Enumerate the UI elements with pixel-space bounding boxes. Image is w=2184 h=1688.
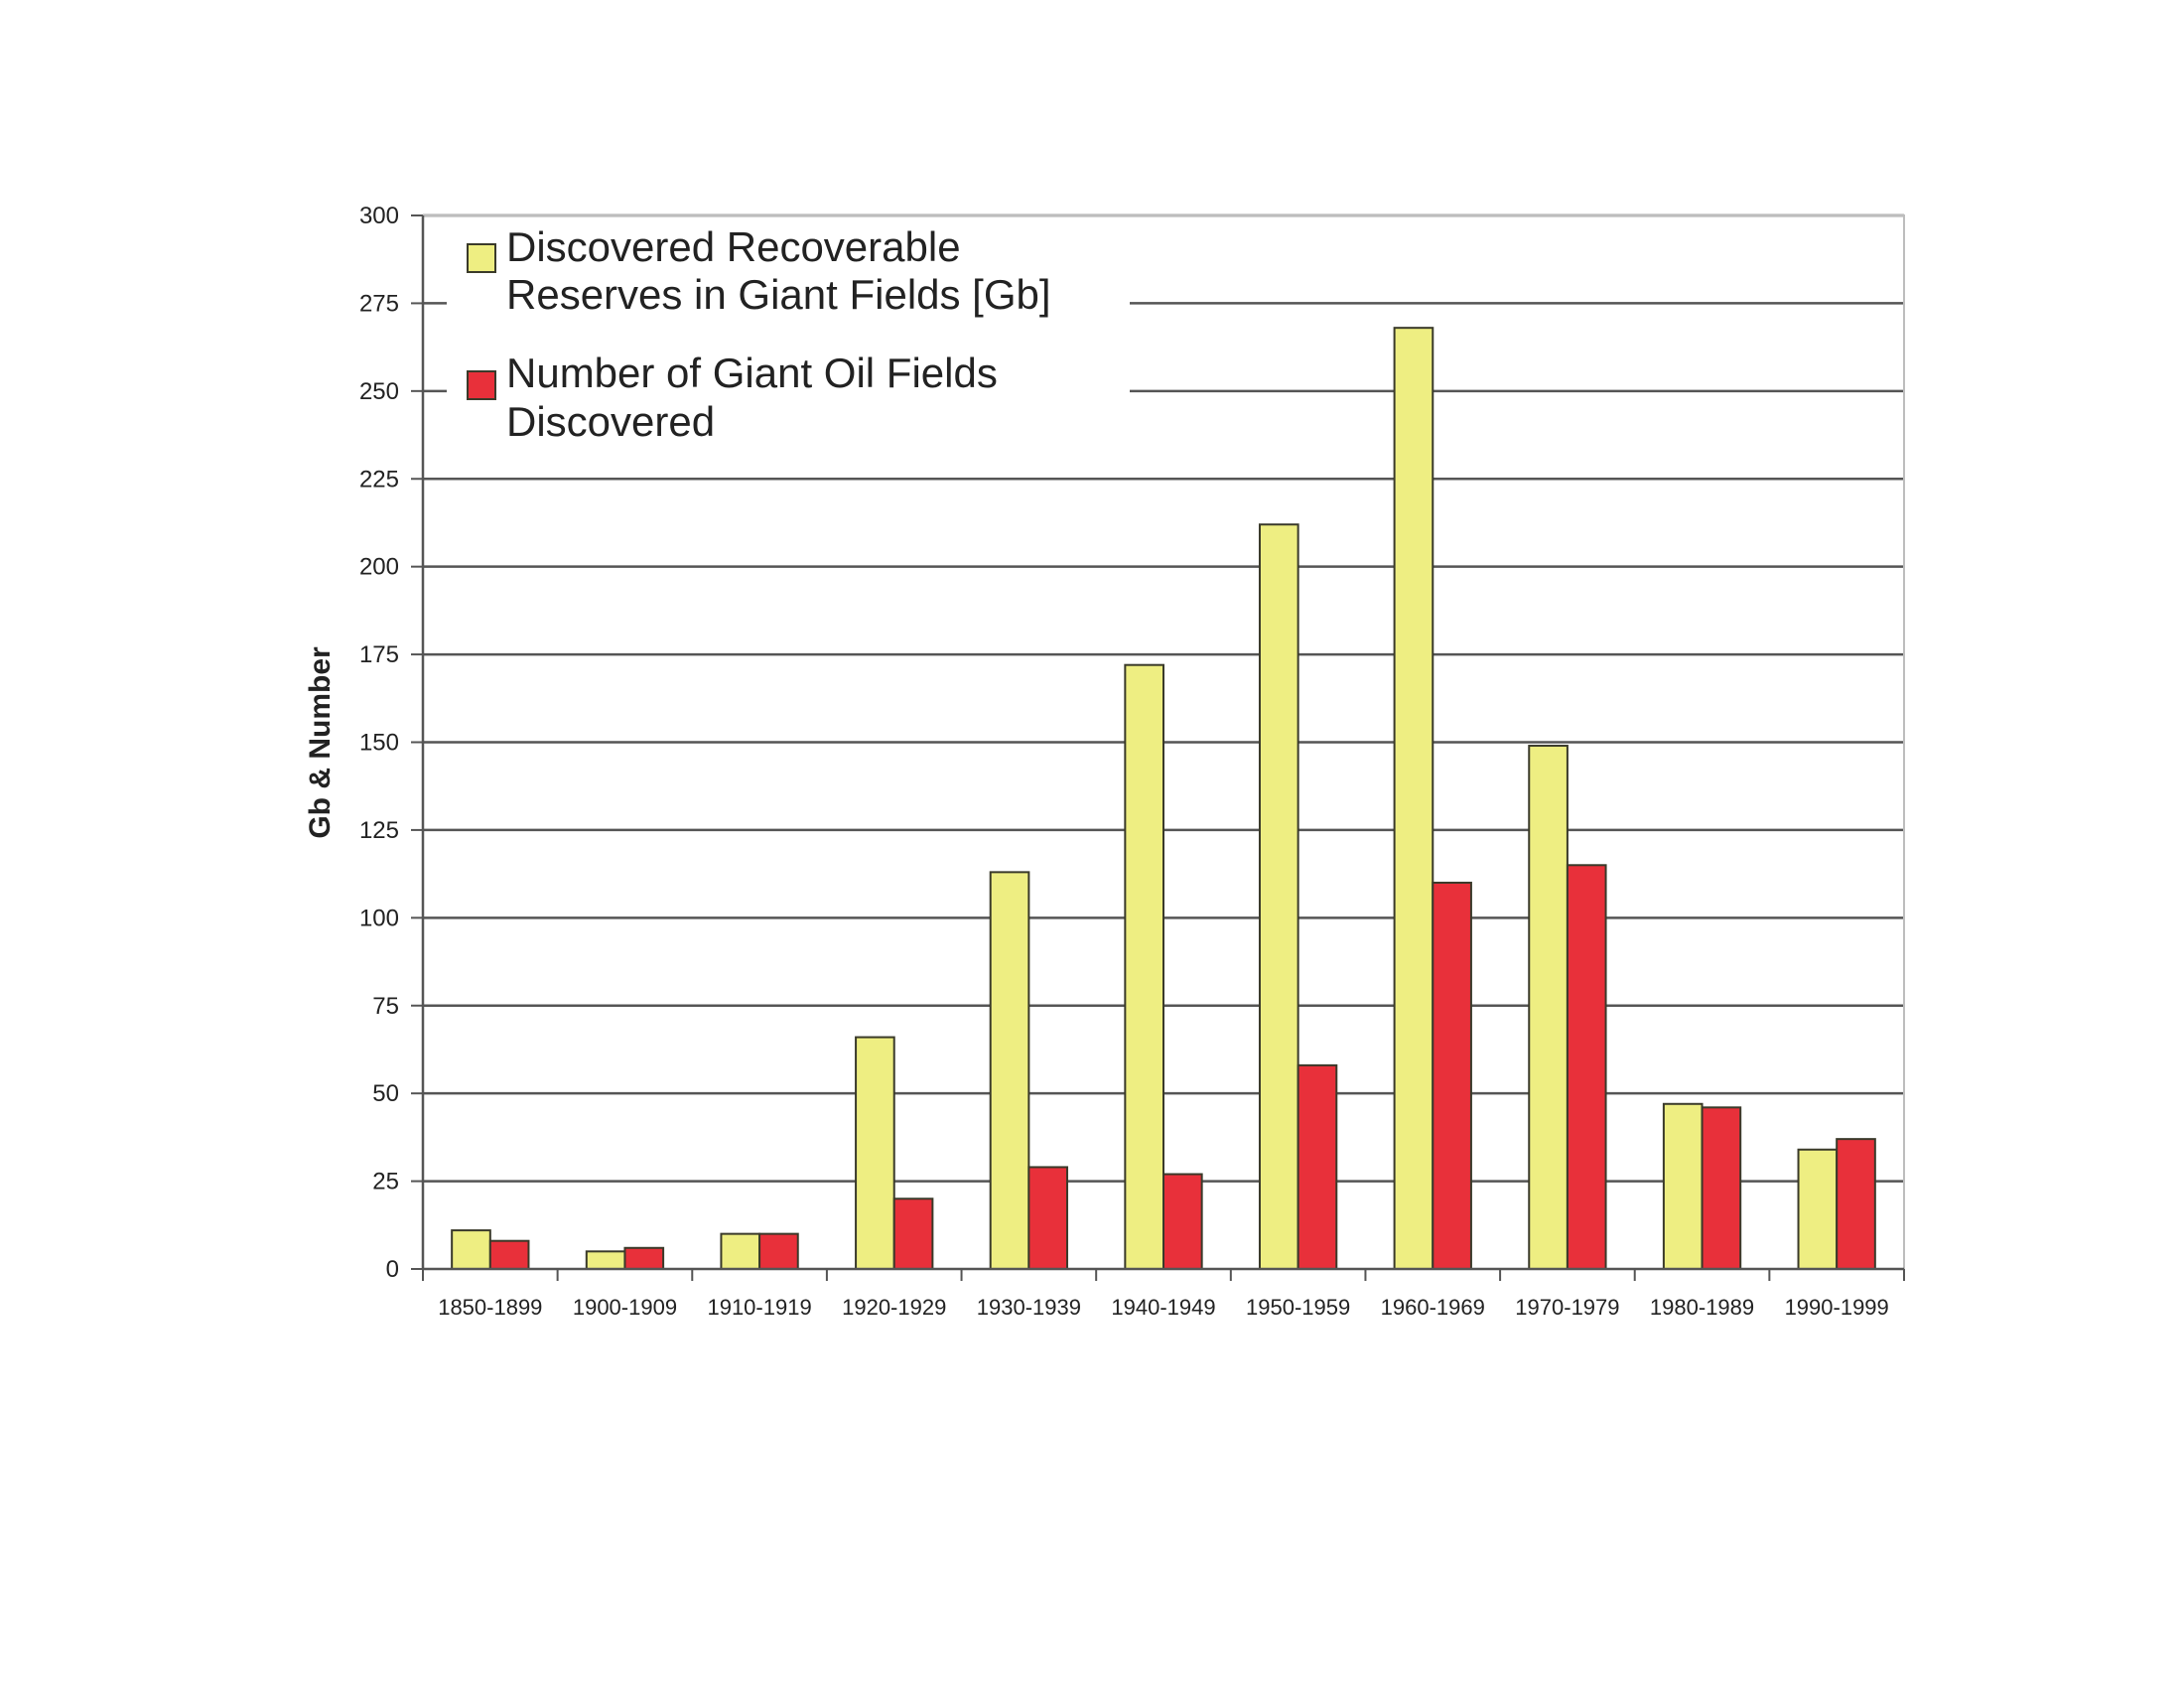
y-tick-label: 275	[359, 290, 399, 317]
reserves-bar	[1797, 1148, 1839, 1270]
y-tick-label: 175	[359, 641, 399, 668]
y-tick-label: 250	[359, 378, 399, 405]
y-tick-label: 0	[386, 1256, 399, 1283]
fields-count-bar	[1027, 1166, 1069, 1270]
fields-count-bar	[758, 1232, 799, 1270]
x-tick-label: 1970-1979	[1515, 1295, 1619, 1320]
fields-count-bar	[1701, 1106, 1742, 1271]
fields-count-bar	[1162, 1173, 1203, 1271]
fields-count-bar	[1566, 864, 1607, 1270]
legend-label: Reserves in Giant Fields [Gb]	[506, 271, 1051, 318]
y-tick-label: 50	[372, 1080, 399, 1107]
y-tick-label: 75	[372, 993, 399, 1020]
x-tick-label: 1920-1929	[842, 1295, 946, 1320]
x-tick-label: 1940-1949	[1111, 1295, 1215, 1320]
y-tick-label: 225	[359, 466, 399, 492]
reserves-bar	[989, 871, 1030, 1271]
x-tick-label: 1990-1999	[1785, 1295, 1889, 1320]
legend-swatch-reserves	[467, 243, 496, 273]
legend-swatch-fields	[467, 370, 496, 400]
legend-label: Discovered Recoverable	[506, 223, 961, 270]
fields-count-bar	[488, 1239, 530, 1270]
y-tick-label: 150	[359, 730, 399, 757]
reserves-bar	[1258, 523, 1299, 1270]
tick-labels: 0 25 50 75 100 125 150 175 200 225 250 275 300 1850-1…	[359, 203, 1889, 1320]
x-tick-label: 1930-1939	[977, 1295, 1081, 1320]
x-tick-label: 1950-1959	[1246, 1295, 1350, 1320]
y-tick-label: 25	[372, 1169, 399, 1196]
x-tick-label: 1900-1909	[573, 1295, 677, 1320]
fields-count-bar	[623, 1246, 665, 1271]
y-tick-label: 200	[359, 554, 399, 581]
fields-count-bar	[1297, 1063, 1338, 1270]
bars	[451, 327, 1876, 1271]
reserves-bar	[585, 1250, 626, 1270]
reserves-bar	[451, 1229, 491, 1271]
legend-label: Discovered	[506, 398, 715, 445]
y-tick-label: 125	[359, 817, 399, 844]
x-tick-label: 1980-1989	[1650, 1295, 1754, 1320]
reserves-bar	[720, 1232, 761, 1270]
legend-label: Number of Giant Oil Fields	[506, 350, 998, 396]
x-tick-label: 1850-1899	[438, 1295, 542, 1320]
reserves-bar	[1662, 1102, 1704, 1270]
reserves-bar	[1124, 663, 1164, 1270]
reserves-bar	[1528, 745, 1569, 1270]
axes	[411, 214, 1905, 1281]
fields-count-bar	[1836, 1138, 1876, 1270]
reserves-bar	[855, 1036, 895, 1270]
x-tick-label: 1910-1919	[707, 1295, 811, 1320]
reserves-bar	[1393, 327, 1434, 1270]
legend-background	[447, 226, 1130, 465]
y-axis-label: Gb & Number	[304, 646, 337, 839]
x-tick-label: 1960-1969	[1381, 1295, 1485, 1320]
fields-count-bar	[892, 1197, 934, 1271]
y-tick-label: 300	[359, 203, 399, 229]
fields-count-bar	[1432, 881, 1472, 1270]
y-tick-label: 100	[359, 905, 399, 931]
